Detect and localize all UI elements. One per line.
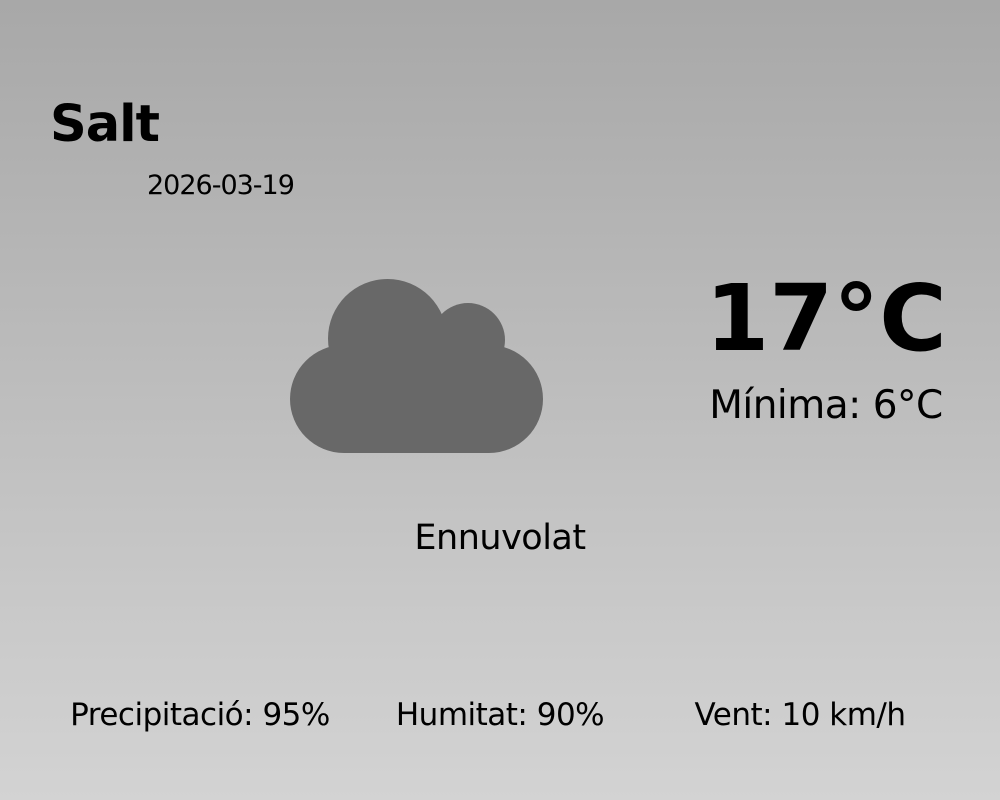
condition-label: Ennuvolat [414, 518, 586, 558]
forecast-date: 2026-03-19 [147, 170, 295, 201]
humidity-stat: Humitat: 90% [395, 697, 605, 733]
weather-condition-icon-wrap [285, 270, 548, 460]
temperature-block: 17°C Mínima: 6°C [650, 0, 1000, 800]
weather-stats-row: Precipitació: 95% Humitat: 90% Vent: 10 … [0, 700, 1000, 740]
min-temperature: Mínima: 6°C [709, 383, 943, 428]
city-title: Salt [50, 95, 160, 154]
current-temperature: 17°C [705, 265, 947, 372]
cloud-icon [290, 279, 543, 453]
precipitation-stat: Precipitació: 95% [70, 697, 330, 733]
wind-stat: Vent: 10 km/h [694, 697, 906, 733]
